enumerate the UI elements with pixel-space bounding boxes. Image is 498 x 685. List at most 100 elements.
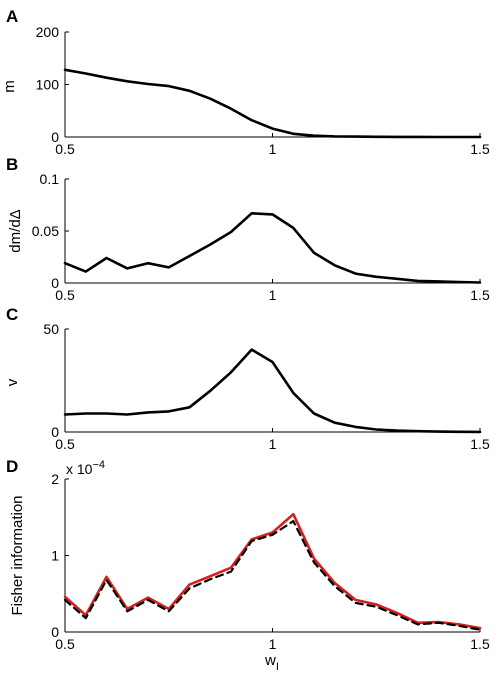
- x-tick-label: 1.5: [470, 141, 490, 157]
- panel-letter: A: [6, 7, 18, 26]
- data-point: [272, 128, 273, 129]
- panel-a: A 0.5 1 1.5 0 100 200 m: [1, 7, 490, 157]
- data-point: [479, 136, 480, 137]
- data-point: [127, 81, 128, 82]
- y-tick-label: 0: [51, 424, 59, 440]
- data-point: [438, 281, 439, 282]
- y-tick-label: 0: [51, 129, 59, 145]
- data-point: [355, 599, 356, 600]
- x-tick-label: 0.5: [55, 287, 75, 303]
- data-point: [106, 413, 107, 414]
- data-point: [355, 273, 356, 274]
- data-point: [106, 257, 107, 258]
- data-point: [438, 136, 439, 137]
- data-point: [230, 372, 231, 373]
- panel-letter: C: [6, 305, 18, 324]
- series-line-2: [63, 519, 482, 631]
- data-point: [251, 349, 252, 350]
- y-axis-label: m: [1, 80, 18, 93]
- data-point: [479, 628, 480, 629]
- data-point: [459, 625, 460, 626]
- scale-factor-label: x 10−4: [66, 459, 105, 477]
- y-axis-label: Fisher information: [9, 495, 26, 615]
- x-tick-label: 1.5: [470, 436, 490, 452]
- data-point: [210, 576, 211, 577]
- data-point: [459, 431, 460, 432]
- data-point: [293, 392, 294, 393]
- data-point: [168, 86, 169, 87]
- data-point: [334, 422, 335, 423]
- x-axis-label-subscript: I: [276, 661, 279, 673]
- data-point: [438, 622, 439, 623]
- data-point: [376, 429, 377, 430]
- data-point: [251, 540, 252, 541]
- series-line-1: [63, 212, 482, 284]
- y-tick-label: 100: [36, 77, 60, 93]
- data-point: [147, 599, 148, 600]
- series-line-1: [63, 68, 482, 139]
- data-point: [293, 514, 294, 515]
- data-point: [85, 271, 86, 272]
- data-point: [168, 267, 169, 268]
- data-point: [313, 135, 314, 136]
- y-tick-label: 0: [51, 275, 59, 291]
- y-axis-label: dm/dΔ: [7, 209, 24, 252]
- data-point: [127, 611, 128, 612]
- data-point: [479, 282, 480, 283]
- data-point: [438, 431, 439, 432]
- data-point: [355, 426, 356, 427]
- data-point: [396, 615, 397, 616]
- data-point: [272, 361, 273, 362]
- data-point: [334, 586, 335, 587]
- data-point: [210, 390, 211, 391]
- data-point: [147, 83, 148, 84]
- y-axis-label: v: [4, 378, 21, 386]
- data-point: [396, 612, 397, 613]
- data-point: [85, 618, 86, 619]
- data-point: [272, 534, 273, 535]
- panel-b: B 0.5 1 1.5 0 0.05 0.1 dm/dΔ: [6, 155, 490, 303]
- data-point: [459, 136, 460, 137]
- data-point: [334, 582, 335, 583]
- data-point: [313, 558, 314, 559]
- x-axis-label-main: w: [264, 652, 276, 669]
- data-point: [127, 268, 128, 269]
- panel-letter: D: [6, 457, 18, 476]
- data-point: [251, 120, 252, 121]
- data-point: [376, 136, 377, 137]
- data-point: [210, 579, 211, 580]
- data-point: [313, 562, 314, 563]
- data-point: [64, 599, 65, 600]
- data-point: [376, 276, 377, 277]
- data-point: [376, 604, 377, 605]
- data-point: [106, 77, 107, 78]
- data-point: [85, 73, 86, 74]
- data-point: [168, 611, 169, 612]
- x-tick-label: 1.5: [470, 287, 490, 303]
- x-tick-label: 1.5: [470, 636, 490, 652]
- data-point: [189, 588, 190, 589]
- data-point: [85, 413, 86, 414]
- data-point: [251, 213, 252, 214]
- data-point: [210, 98, 211, 99]
- data-point: [459, 281, 460, 282]
- y-tick-label: 50: [43, 321, 59, 337]
- series-line-1: [63, 348, 482, 434]
- data-point: [479, 431, 480, 432]
- x-tick-label: 0.5: [55, 636, 75, 652]
- data-point: [417, 136, 418, 137]
- data-point: [479, 629, 480, 630]
- data-point: [293, 521, 294, 522]
- data-point: [147, 263, 148, 264]
- panel-d: D 0.5 1 1.5 0 1 2 Fisher information x 10−4 wI: [6, 457, 490, 673]
- x-tick-label: 1: [269, 436, 277, 452]
- data-point: [189, 407, 190, 408]
- scale-factor-base: x 10: [66, 461, 93, 477]
- data-point: [293, 133, 294, 134]
- data-point: [64, 69, 65, 70]
- y-tick-label: 2: [51, 471, 59, 487]
- data-point: [334, 265, 335, 266]
- data-point: [147, 597, 148, 598]
- data-point: [106, 579, 107, 580]
- data-point: [230, 108, 231, 109]
